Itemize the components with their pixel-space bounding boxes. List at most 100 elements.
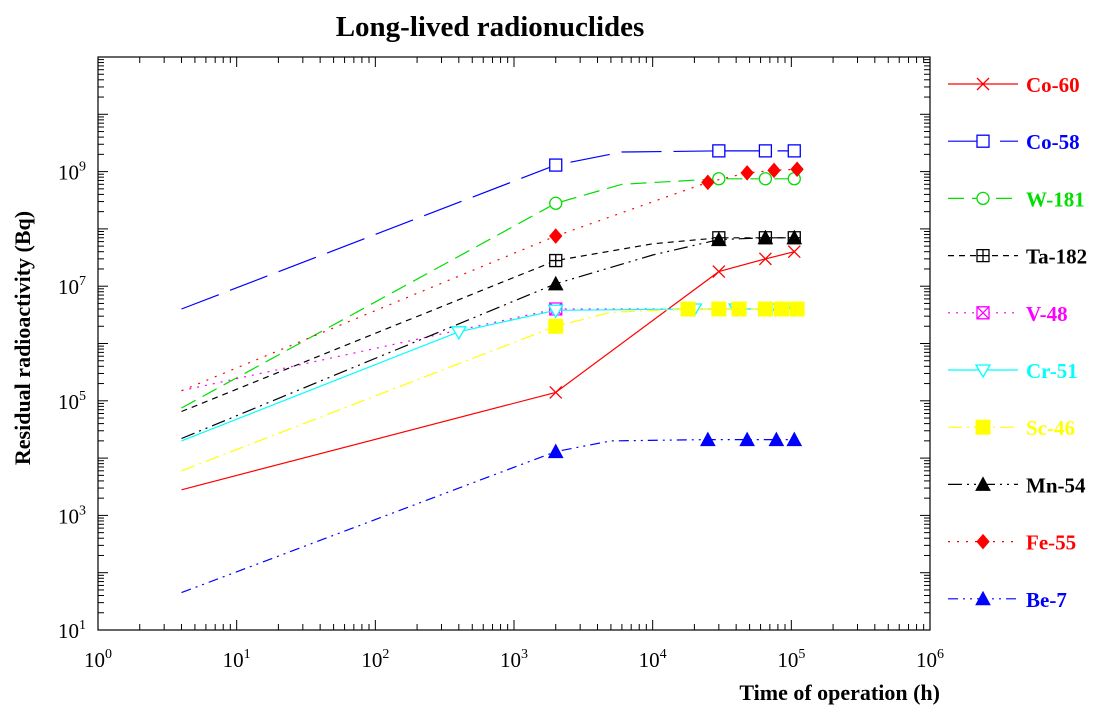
legend-label-cr-51: Cr-51 bbox=[1026, 359, 1078, 383]
data-point-be-7 bbox=[700, 431, 716, 447]
data-point-cr-51 bbox=[450, 326, 467, 341]
data-point-mn-54 bbox=[757, 229, 774, 245]
legend-label-w-181: W-181 bbox=[1026, 187, 1085, 211]
y-tick-label: 107 bbox=[58, 274, 86, 299]
series-co-58 bbox=[181, 144, 801, 310]
data-point-w-181 bbox=[549, 196, 563, 210]
legend-marker-cr-51 bbox=[974, 364, 992, 379]
series-line-w-181 bbox=[181, 178, 795, 409]
data-point-sc-46 bbox=[711, 301, 727, 317]
legend-marker-v-48 bbox=[976, 306, 990, 320]
y-axis-label: Residual radioactivity (Bq) bbox=[10, 211, 35, 465]
data-point-be-7 bbox=[547, 443, 564, 459]
data-point-mn-54 bbox=[547, 275, 564, 291]
series-cr-51 bbox=[181, 303, 803, 442]
legend-item-w-181: W-181 bbox=[948, 187, 1085, 211]
data-point-sc-46 bbox=[680, 301, 696, 317]
series-co-60 bbox=[181, 245, 801, 491]
axis-ticks: 100 101 102 103 104 105 106 101 103 105 107 109 bbox=[58, 57, 944, 672]
x-tick-label: 105 bbox=[777, 647, 805, 672]
data-point-fe-55 bbox=[740, 165, 754, 181]
series-line-sc-46 bbox=[181, 308, 798, 472]
series-layer bbox=[181, 144, 805, 594]
data-point-sc-46 bbox=[548, 318, 564, 334]
x-axis-label: Time of operation (h) bbox=[739, 680, 940, 705]
series-v-48 bbox=[181, 302, 795, 392]
legend-item-ta-182: Ta-182 bbox=[948, 245, 1087, 269]
series-sc-46 bbox=[181, 301, 805, 472]
data-point-co-60 bbox=[787, 245, 801, 259]
data-point-fe-55 bbox=[701, 174, 715, 191]
series-fe-55 bbox=[181, 161, 804, 392]
legend-item-v-48: V-48 bbox=[948, 302, 1068, 326]
series-ta-182 bbox=[181, 231, 801, 413]
plot-border bbox=[97, 56, 931, 631]
legend-label-co-60: Co-60 bbox=[1026, 73, 1080, 97]
y-tick-label: 103 bbox=[58, 503, 86, 528]
x-tick-label: 100 bbox=[84, 647, 112, 672]
legend-marker-mn-54 bbox=[975, 476, 991, 491]
legend-label-fe-55: Fe-55 bbox=[1026, 531, 1076, 555]
legend-item-co-58: Co-58 bbox=[948, 130, 1080, 154]
legend-label-v-48: V-48 bbox=[1026, 302, 1068, 326]
data-point-fe-55 bbox=[767, 162, 781, 179]
data-point-ta-182 bbox=[549, 253, 563, 268]
legend-item-cr-51: Cr-51 bbox=[948, 359, 1078, 383]
data-point-w-181 bbox=[712, 172, 726, 186]
series-w-181 bbox=[181, 172, 801, 409]
x-tick-label: 103 bbox=[500, 647, 528, 672]
series-line-mn-54 bbox=[181, 237, 795, 440]
data-point-be-7 bbox=[768, 431, 785, 447]
data-point-be-7 bbox=[739, 431, 755, 447]
legend-item-fe-55: Fe-55 bbox=[948, 531, 1076, 555]
legend-label-be-7: Be-7 bbox=[1026, 588, 1067, 612]
legend: Co-60 Co-58 W-181 Ta-182 V-48 Cr-51 Sc-46 Mn-54… bbox=[948, 73, 1087, 612]
legend-marker-fe-55 bbox=[976, 533, 990, 550]
x-tick-label: 101 bbox=[223, 647, 251, 672]
x-tick-label: 102 bbox=[361, 647, 389, 672]
x-tick-label: 106 bbox=[916, 647, 944, 672]
y-tick-label: 101 bbox=[58, 618, 86, 643]
plot-frame bbox=[97, 56, 931, 631]
legend-label-co-58: Co-58 bbox=[1026, 130, 1080, 154]
series-line-be-7 bbox=[181, 439, 795, 594]
data-point-mn-54 bbox=[786, 229, 803, 245]
legend-marker-co-58 bbox=[976, 134, 990, 148]
data-point-co-58 bbox=[758, 144, 773, 158]
legend-marker-sc-46 bbox=[975, 419, 991, 435]
data-point-fe-55 bbox=[790, 161, 804, 177]
data-point-fe-55 bbox=[549, 228, 563, 244]
data-point-w-181 bbox=[758, 172, 773, 186]
series-line-cr-51 bbox=[181, 308, 795, 442]
data-point-co-60 bbox=[758, 252, 772, 266]
data-point-sc-46 bbox=[774, 301, 790, 317]
data-point-be-7 bbox=[786, 431, 803, 447]
data-point-sc-46 bbox=[757, 301, 773, 317]
series-line-ta-182 bbox=[181, 237, 795, 413]
series-line-v-48 bbox=[181, 308, 795, 392]
legend-marker-ta-182 bbox=[976, 248, 990, 263]
legend-label-mn-54: Mn-54 bbox=[1026, 473, 1086, 497]
legend-label-ta-182: Ta-182 bbox=[1026, 245, 1087, 269]
series-be-7 bbox=[181, 431, 803, 594]
series-line-co-58 bbox=[181, 150, 795, 310]
legend-marker-co-60 bbox=[976, 77, 990, 91]
data-point-sc-46 bbox=[731, 301, 747, 317]
data-point-co-60 bbox=[712, 265, 726, 279]
data-point-co-60 bbox=[549, 385, 563, 399]
series-line-fe-55 bbox=[181, 168, 798, 392]
data-point-sc-46 bbox=[789, 301, 805, 317]
legend-marker-be-7 bbox=[975, 590, 991, 606]
data-point-cr-51 bbox=[547, 304, 564, 319]
data-point-co-58 bbox=[549, 158, 563, 172]
legend-item-be-7: Be-7 bbox=[948, 588, 1067, 612]
x-tick-label: 104 bbox=[639, 647, 667, 672]
chart-title: Long-lived radionuclides bbox=[336, 11, 645, 43]
legend-item-co-60: Co-60 bbox=[948, 73, 1080, 97]
series-mn-54 bbox=[181, 229, 803, 440]
legend-item-mn-54: Mn-54 bbox=[948, 473, 1086, 497]
y-tick-label: 109 bbox=[58, 160, 86, 185]
legend-marker-w-181 bbox=[976, 191, 990, 206]
data-point-co-58 bbox=[787, 144, 801, 158]
